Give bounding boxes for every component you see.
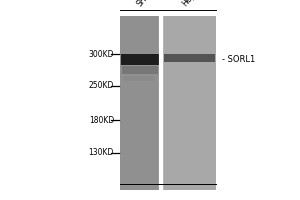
- Bar: [120, 16, 160, 190]
- Text: - SORL1: - SORL1: [222, 55, 255, 64]
- Text: 300KD: 300KD: [88, 50, 114, 59]
- Text: SH-SY5Y: SH-SY5Y: [136, 0, 163, 8]
- Bar: [121, 54, 160, 65]
- Text: 130KD: 130KD: [88, 148, 114, 157]
- Text: 180KD: 180KD: [89, 116, 114, 125]
- Bar: [120, 16, 216, 190]
- Bar: [164, 54, 215, 62]
- Text: HepG2: HepG2: [181, 0, 204, 8]
- Bar: [164, 16, 216, 190]
- Bar: [123, 76, 154, 81]
- Text: 250KD: 250KD: [88, 81, 114, 90]
- Bar: [122, 66, 158, 74]
